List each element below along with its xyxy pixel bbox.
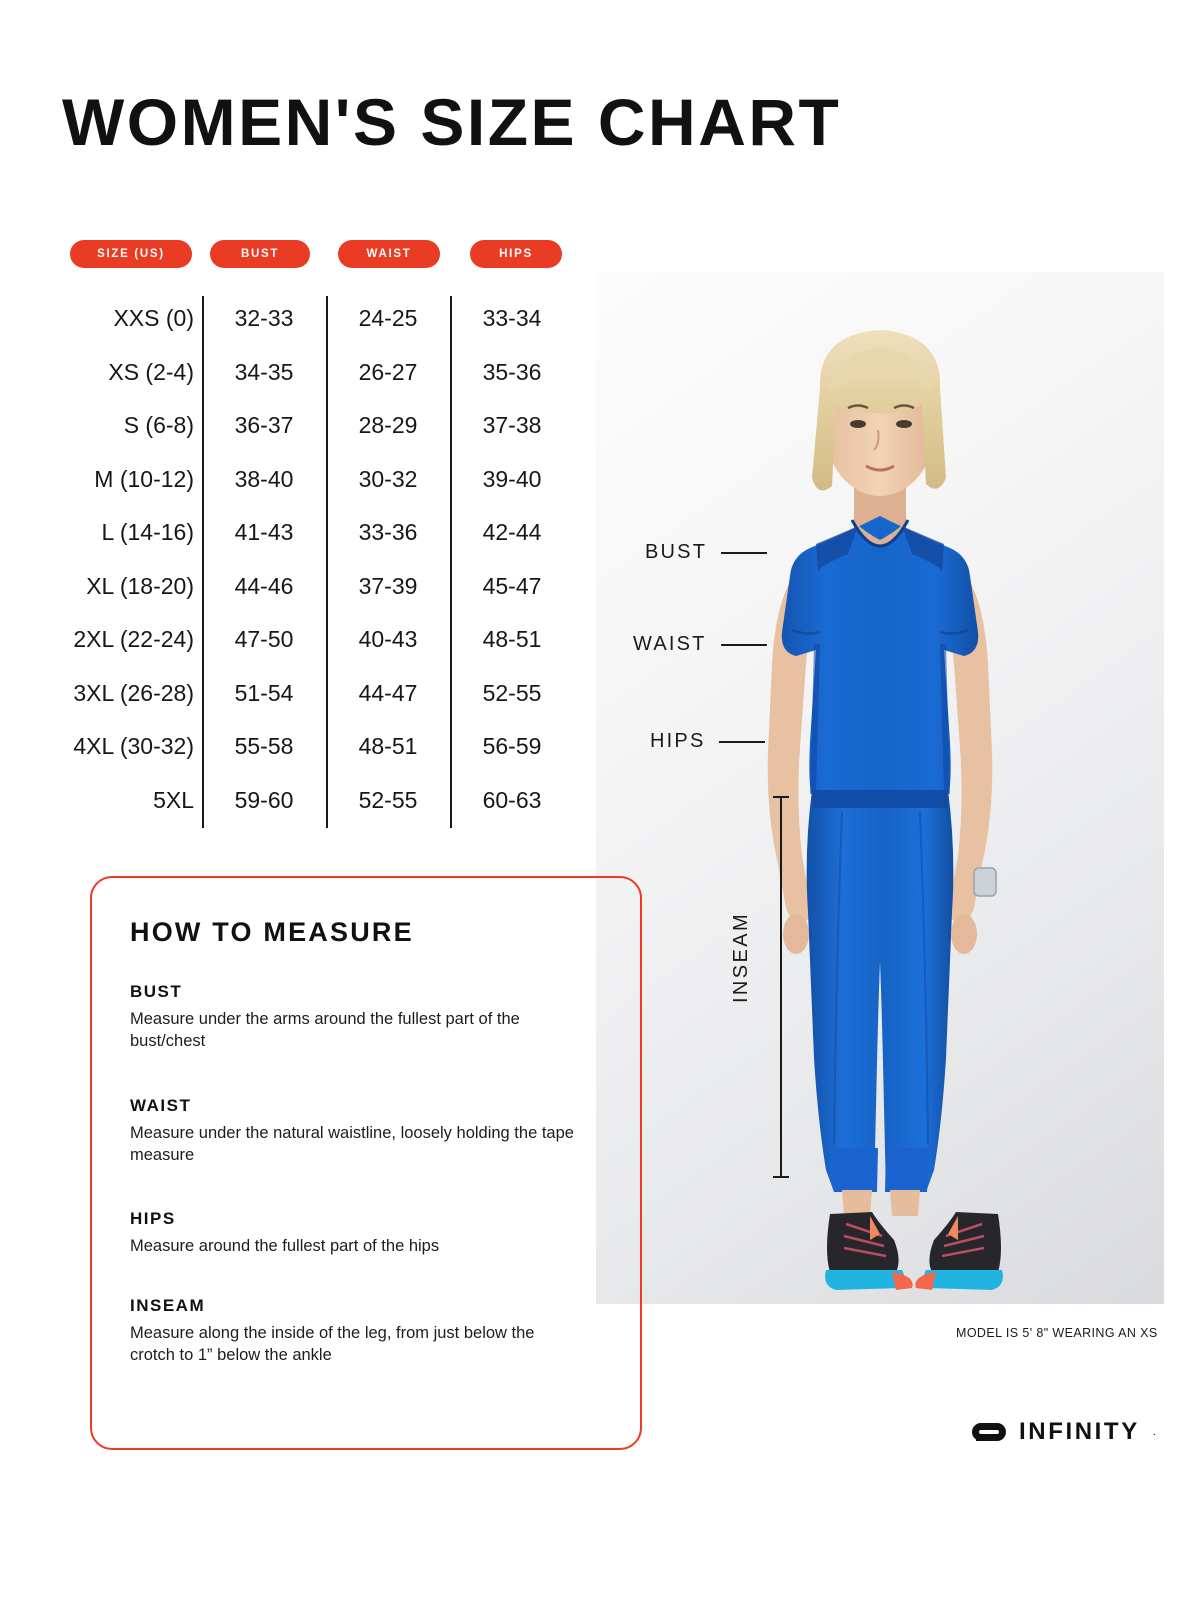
table-row: S (6-8) 36-37 28-29 37-38	[62, 399, 574, 453]
how-item-text: Measure around the fullest part of the h…	[130, 1237, 440, 1255]
model-illustration	[767, 330, 1003, 1290]
cell-size: 5XL	[153, 786, 194, 813]
cell-waist: 52-55	[358, 786, 418, 813]
cell-hips: 56-59	[482, 733, 542, 760]
cell-hips: 45-47	[482, 572, 542, 599]
how-item-text: Measure along the inside of the leg, fro…	[130, 1324, 535, 1364]
cell-bust: 51-54	[234, 679, 294, 706]
cell-bust: 36-37	[234, 412, 294, 439]
table-row: M (10-12) 38-40 30-32 39-40	[62, 453, 574, 507]
cell-size: XXS (0)	[113, 305, 194, 332]
callout-inseam: INSEAM	[730, 796, 802, 1178]
how-to-measure-item-hips: HIPS Measure around the fullest part of …	[130, 1209, 582, 1258]
cell-size: L (14-16)	[101, 519, 194, 546]
cell-waist: 44-47	[358, 679, 418, 706]
table-row: 4XL (30-32) 55-58 48-51 56-59	[62, 720, 574, 774]
how-item-text: Measure under the natural waistline, loo…	[130, 1124, 574, 1164]
table-row: 5XL 59-60 52-55 60-63	[62, 774, 574, 828]
table-row: 3XL (26-28) 51-54 44-47 52-55	[62, 667, 574, 721]
cell-waist: 24-25	[358, 305, 418, 332]
cell-waist: 30-32	[358, 465, 418, 492]
cell-size: M (10-12)	[94, 465, 194, 492]
cell-size: 4XL (30-32)	[73, 733, 194, 760]
brand-name: INFINITY	[1019, 1418, 1140, 1445]
cell-bust: 47-50	[234, 626, 294, 653]
column-header-bust: BUST	[210, 240, 310, 268]
cell-size: 2XL (22-24)	[73, 626, 194, 653]
callout-bust-label: BUST	[645, 541, 708, 563]
how-item-label: INSEAM	[130, 1296, 206, 1315]
cell-bust: 38-40	[234, 465, 294, 492]
table-row: L (14-16) 41-43 33-36 42-44	[62, 506, 574, 560]
cell-waist: 37-39	[358, 572, 418, 599]
model-caption: MODEL IS 5' 8" WEARING AN XS	[956, 1326, 1158, 1340]
cell-bust: 32-33	[234, 305, 294, 332]
leader-line-icon	[720, 643, 767, 646]
cell-waist: 33-36	[358, 519, 418, 546]
table-row: XXS (0) 32-33 24-25 33-34	[62, 292, 574, 346]
cell-size: XS (2-4)	[108, 358, 194, 385]
column-header-size: SIZE (US)	[70, 240, 192, 268]
column-header-hips: HIPS	[470, 240, 562, 268]
cell-size: S (6-8)	[123, 412, 194, 439]
cell-hips: 39-40	[482, 465, 542, 492]
callout-hips: HIPS	[650, 730, 766, 753]
column-divider	[202, 296, 204, 828]
callout-waist-label: WAIST	[633, 633, 707, 655]
table-row: 2XL (22-24) 47-50 40-43 48-51	[62, 613, 574, 667]
leader-line-icon	[719, 740, 766, 743]
cell-bust: 59-60	[234, 786, 294, 813]
callout-inseam-label: INSEAM	[730, 911, 753, 1004]
callout-hips-label: HIPS	[650, 730, 706, 752]
cell-hips: 60-63	[482, 786, 542, 813]
column-divider	[450, 296, 452, 828]
table-row: XS (2-4) 34-35 26-27 35-36	[62, 346, 574, 400]
column-header-waist: WAIST	[338, 240, 440, 268]
callout-waist: WAIST	[633, 633, 767, 656]
model-photo	[596, 272, 1164, 1304]
infinity-mark-icon	[972, 1423, 1006, 1441]
brand-logo: INFINITY .	[972, 1418, 1156, 1446]
page-title: WOMEN'S SIZE CHART	[62, 85, 842, 159]
how-to-measure-item-waist: WAIST Measure under the natural waistlin…	[130, 1096, 582, 1167]
how-to-measure-item-inseam: INSEAM Measure along the inside of the l…	[130, 1296, 582, 1367]
cell-bust: 34-35	[234, 358, 294, 385]
cell-waist: 40-43	[358, 626, 418, 653]
callout-bust: BUST	[645, 541, 768, 564]
column-divider	[326, 296, 328, 828]
how-item-label: HIPS	[130, 1209, 176, 1228]
cell-bust: 44-46	[234, 572, 294, 599]
cell-waist: 28-29	[358, 412, 418, 439]
inseam-measure-line-icon	[773, 796, 789, 1178]
brand-trademark: .	[1152, 1426, 1156, 1438]
model-image-panel	[596, 272, 1164, 1304]
cell-hips: 48-51	[482, 626, 542, 653]
cell-hips: 52-55	[482, 679, 542, 706]
how-item-label: WAIST	[130, 1096, 192, 1115]
cell-bust: 55-58	[234, 733, 294, 760]
cell-bust: 41-43	[234, 519, 294, 546]
size-table: XXS (0) 32-33 24-25 33-34 XS (2-4) 34-35…	[62, 292, 574, 827]
cell-hips: 42-44	[482, 519, 542, 546]
how-to-measure-item-bust: BUST Measure under the arms around the f…	[130, 982, 582, 1053]
how-item-label: BUST	[130, 982, 183, 1001]
cell-hips: 33-34	[482, 305, 542, 332]
cell-size: XL (18-20)	[86, 572, 194, 599]
how-item-text: Measure under the arms around the fulles…	[130, 1010, 520, 1050]
cell-hips: 37-38	[482, 412, 542, 439]
table-row: XL (18-20) 44-46 37-39 45-47	[62, 560, 574, 614]
how-to-measure-heading: HOW TO MEASURE	[130, 917, 414, 947]
table-header-pills: SIZE (US) BUST WAIST HIPS	[70, 240, 570, 270]
leader-line-icon	[721, 551, 768, 554]
cell-size: 3XL (26-28)	[73, 679, 194, 706]
how-to-measure-box	[90, 876, 642, 1450]
cell-waist: 26-27	[358, 358, 418, 385]
cell-hips: 35-36	[482, 358, 542, 385]
cell-waist: 48-51	[358, 733, 418, 760]
